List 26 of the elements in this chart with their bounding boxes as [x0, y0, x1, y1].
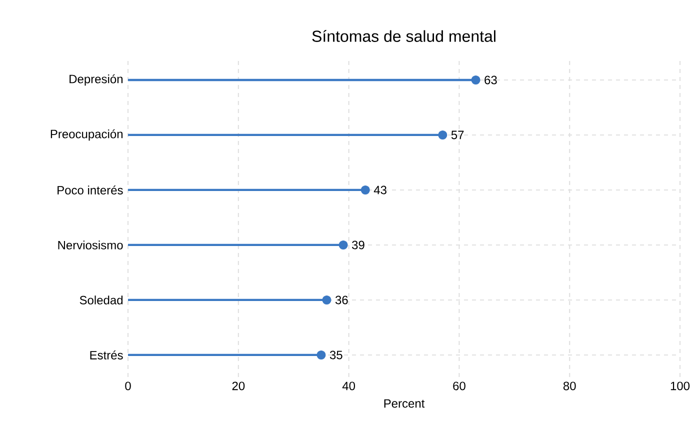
x-axis-title: Percent — [384, 399, 425, 408]
point — [438, 130, 448, 140]
data-label: 36 — [335, 296, 348, 304]
y-tick-label: Estrés — [90, 350, 123, 360]
data-label: 43 — [374, 186, 386, 194]
y-tick-label: Depresión — [70, 74, 123, 86]
data-label: 39 — [352, 240, 364, 250]
x-tick-label: 20 — [232, 382, 245, 390]
x-tick-label: 80 — [563, 382, 576, 390]
point — [322, 295, 332, 305]
point — [360, 185, 370, 195]
data-label: 63 — [484, 76, 497, 84]
data-label: 35 — [330, 350, 342, 360]
point — [471, 75, 480, 85]
point — [338, 240, 348, 250]
x-tick-label: 100 — [670, 382, 690, 390]
y-tick-label: Soledad — [80, 296, 123, 304]
y-tick-label: Preocupación — [50, 129, 123, 141]
x-tick-label: 0 — [125, 382, 131, 390]
x-tick-label: 40 — [342, 382, 356, 390]
chart-title: Síntomas de salud mental — [312, 30, 496, 42]
y-tick-label: Poco interés — [58, 186, 123, 194]
point — [316, 350, 326, 360]
x-tick-label: 60 — [453, 382, 466, 390]
y-tick-label: Nerviosismo — [58, 240, 123, 250]
data-label: 57 — [451, 130, 464, 140]
